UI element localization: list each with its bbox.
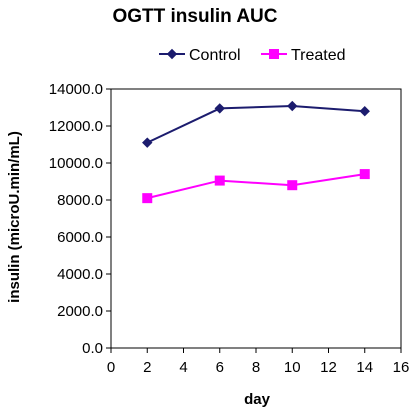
y-tick-label: 2000.0 xyxy=(57,303,103,320)
y-axis-label: insulin (microU.min/mL) xyxy=(6,131,23,303)
data-point-control xyxy=(214,103,225,114)
data-point-control xyxy=(359,105,370,117)
y-tick-label: 14000.0 xyxy=(49,81,103,98)
y-tick-label: 4000.0 xyxy=(57,266,103,283)
x-tick-label: 2 xyxy=(143,359,151,376)
x-axis-label: day xyxy=(244,391,271,408)
y-axis: 0.0 2000.0 4000.0 6000.0 8000.0 10000.0 12000.… xyxy=(49,81,111,357)
y-tick-label: 12000.0 xyxy=(49,118,103,135)
y-tick-label: 10000.0 xyxy=(49,155,103,172)
data-point-treated xyxy=(142,193,153,204)
x-tick-label: 16 xyxy=(393,359,410,376)
y-tick-label: 6000.0 xyxy=(57,229,103,246)
data-point-treated xyxy=(287,180,298,191)
series-treated xyxy=(142,169,370,204)
x-tick-label: 6 xyxy=(216,359,224,376)
y-tick-label: 8000.0 xyxy=(57,192,103,209)
series-layer xyxy=(142,100,370,204)
y-tick-label: 0.0 xyxy=(82,340,103,357)
data-point-control xyxy=(142,137,153,148)
legend-item-treated: Treated xyxy=(261,47,346,64)
x-tick-label: 10 xyxy=(284,359,301,376)
x-tick-label: 0 xyxy=(107,359,115,376)
legend-item-control: Control xyxy=(159,47,241,64)
legend-label-treated: Treated xyxy=(291,47,346,64)
plot-area xyxy=(110,88,402,349)
x-tick-label: 12 xyxy=(320,359,337,376)
x-axis: 0 2 4 6 8 10 12 14 16 xyxy=(107,348,410,376)
series-line-control xyxy=(146,105,365,144)
legend-label-control: Control xyxy=(189,47,241,64)
legend-marker-control xyxy=(166,48,178,60)
legend: Control Treated xyxy=(159,47,346,64)
legend-marker-treated xyxy=(269,49,279,59)
series-control xyxy=(142,100,370,148)
series-line-treated xyxy=(147,173,365,200)
data-point-treated xyxy=(214,175,225,186)
x-tick-label: 8 xyxy=(252,359,260,376)
chart-title: OGTT insulin AUC xyxy=(112,6,277,27)
data-point-treated xyxy=(359,169,370,180)
data-point-control xyxy=(287,100,298,112)
x-tick-label: 14 xyxy=(356,359,373,376)
x-tick-label: 4 xyxy=(179,359,187,376)
